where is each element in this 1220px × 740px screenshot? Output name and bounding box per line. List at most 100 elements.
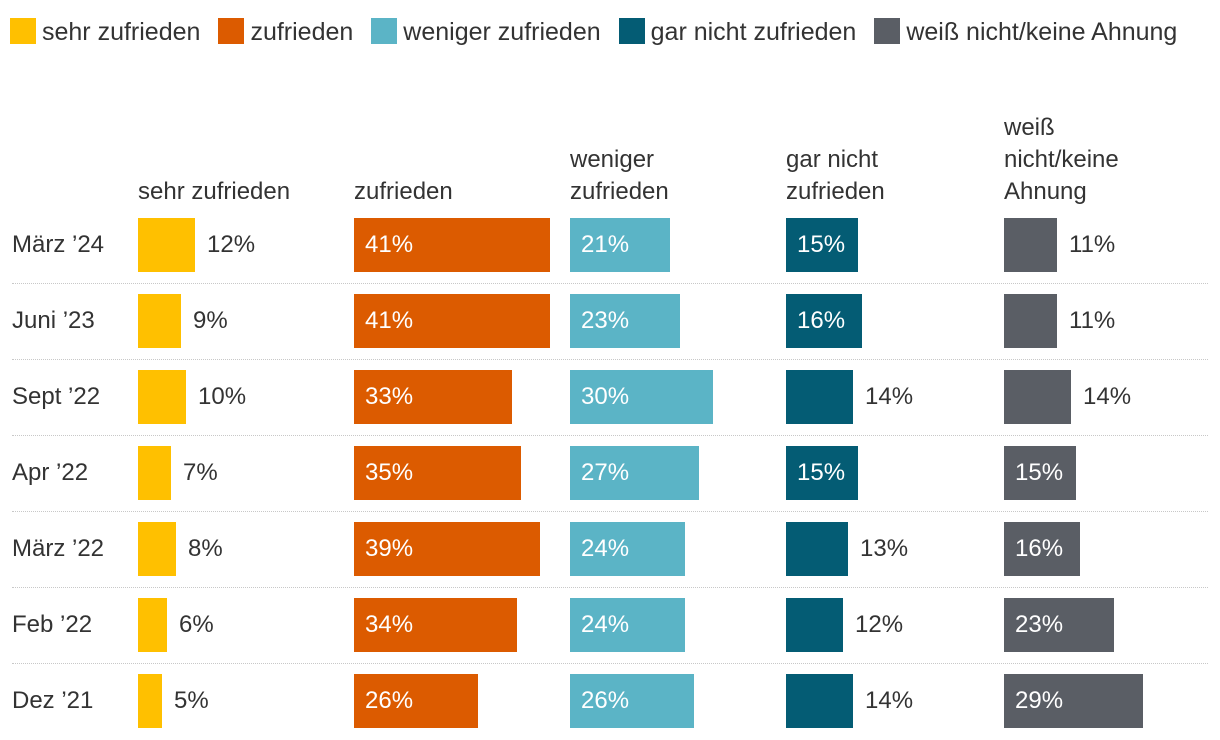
data-label: 24% (581, 611, 630, 638)
bar (1004, 674, 1143, 728)
bar (354, 294, 550, 348)
data-label: 10% (198, 383, 247, 410)
bar (786, 598, 843, 652)
data-label: 23% (581, 307, 630, 334)
bar (1004, 522, 1080, 576)
bar (354, 370, 512, 424)
row-label: Apr ’22 (12, 459, 89, 486)
bar (570, 522, 685, 576)
row-label: Juni ’23 (12, 307, 95, 334)
data-label: 12% (855, 611, 904, 638)
data-label: 41% (365, 231, 414, 258)
bar (138, 294, 181, 348)
data-label: 12% (207, 231, 256, 258)
data-label: 21% (581, 231, 630, 258)
row-separator (12, 359, 1208, 360)
bar (786, 294, 862, 348)
data-label: 8% (188, 535, 223, 562)
row-label: Dez ’21 (12, 687, 94, 714)
column-header: gar nicht zufrieden (786, 146, 885, 205)
bar (570, 598, 685, 652)
legend-swatch (10, 18, 36, 44)
data-label: 41% (365, 307, 414, 334)
data-label: 35% (365, 459, 414, 486)
legend-swatch (371, 18, 398, 44)
column-header: sehr zufrieden (138, 178, 291, 205)
legend-swatch (874, 18, 901, 44)
bar (570, 218, 670, 272)
data-label: 15% (797, 231, 846, 258)
data-label: 23% (1015, 611, 1064, 638)
legend-item: sehr zufrieden (10, 18, 200, 46)
legend-item: zufrieden (218, 18, 353, 46)
data-label: 7% (183, 459, 218, 486)
data-label: 9% (193, 307, 228, 334)
bar (354, 218, 550, 272)
bar (570, 370, 713, 424)
bar (138, 674, 162, 728)
bar (138, 522, 176, 576)
data-label: 24% (581, 535, 630, 562)
row-label: Sept ’22 (12, 383, 101, 410)
bar (354, 522, 540, 576)
data-label: 30% (581, 383, 630, 410)
legend-label: sehr zufrieden (42, 18, 201, 46)
row-separator (12, 435, 1208, 436)
data-label: 6% (179, 611, 214, 638)
bar (1004, 446, 1076, 500)
legend-swatch (218, 18, 245, 44)
column-header: weiß nicht/keine Ahnung (1004, 114, 1119, 205)
data-label: 16% (1015, 535, 1064, 562)
bar (138, 598, 167, 652)
bar (138, 370, 186, 424)
bar (1004, 598, 1114, 652)
data-label: 26% (581, 687, 630, 714)
data-label: 33% (365, 383, 414, 410)
data-label: 15% (797, 459, 846, 486)
column-header: zufrieden (354, 178, 453, 205)
data-label: 14% (865, 687, 914, 714)
data-label: 39% (365, 535, 414, 562)
legend-item: weiß nicht/keine Ahnung (874, 18, 1177, 46)
column-header: weniger zufrieden (570, 146, 669, 205)
legend-label: zufrieden (250, 18, 354, 46)
row-label: März ’22 (12, 535, 105, 562)
legend-item: weniger zufrieden (371, 18, 601, 46)
data-label: 27% (581, 459, 630, 486)
data-label: 14% (1083, 383, 1132, 410)
data-label: 29% (1015, 687, 1064, 714)
bar (354, 598, 517, 652)
data-label: 5% (174, 687, 209, 714)
legend-label: weiß nicht/keine Ahnung (906, 18, 1178, 46)
bar (786, 674, 853, 728)
row-separator (12, 511, 1208, 512)
bar (138, 218, 195, 272)
bar (786, 522, 848, 576)
legend: sehr zufrieden zufrieden weniger zufrieden… (10, 12, 1210, 52)
bar (138, 446, 171, 500)
legend-label: gar nicht zufrieden (650, 18, 857, 46)
data-label: 14% (865, 383, 914, 410)
bar (354, 674, 478, 728)
row-label: März ’24 (12, 231, 105, 258)
bar (786, 218, 858, 272)
row-separator (12, 663, 1208, 664)
bar (570, 446, 699, 500)
legend-swatch (618, 18, 645, 44)
legend-item: gar nicht zufrieden (618, 18, 857, 46)
row-separator (12, 283, 1208, 284)
row-separator (12, 587, 1208, 588)
bar (1004, 370, 1071, 424)
data-label: 13% (860, 535, 909, 562)
data-label: 11% (1069, 231, 1116, 258)
bar (354, 446, 521, 500)
bar (786, 446, 858, 500)
bar (786, 370, 853, 424)
data-label: 11% (1069, 307, 1116, 334)
data-label: 15% (1015, 459, 1064, 486)
bar (1004, 294, 1057, 348)
legend-label: weniger zufrieden (403, 18, 601, 46)
data-label: 34% (365, 611, 414, 638)
data-label: 26% (365, 687, 414, 714)
bar (570, 294, 680, 348)
